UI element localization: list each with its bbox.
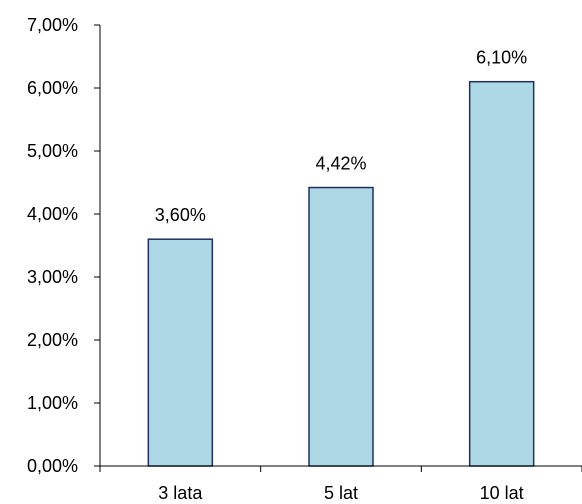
bars [148,82,533,466]
x-tick-label: 5 lat [324,483,358,503]
y-tick-label: 3,00% [27,267,78,287]
data-label: 3,60% [155,205,206,225]
y-axis-ticks: 0,00% 1,00% 2,00% 3,00% 4,00% 5,00% 6,00% 7,00% [27,15,100,476]
x-axis-ticks: 3 lata 5 lat 10 lat [100,466,582,503]
data-label: 4,42% [315,154,366,174]
data-label: 6,10% [476,48,527,68]
bar [470,82,534,466]
bar [309,188,373,466]
bar [148,239,212,466]
y-tick-label: 2,00% [27,330,78,350]
x-tick-label: 3 lata [158,483,203,503]
x-tick-label: 10 lat [480,483,524,503]
y-tick-label: 5,00% [27,141,78,161]
y-tick-label: 0,00% [27,456,78,476]
y-tick-label: 6,00% [27,78,78,98]
y-tick-label: 7,00% [27,15,78,35]
y-tick-label: 1,00% [27,393,78,413]
y-tick-label: 4,00% [27,204,78,224]
